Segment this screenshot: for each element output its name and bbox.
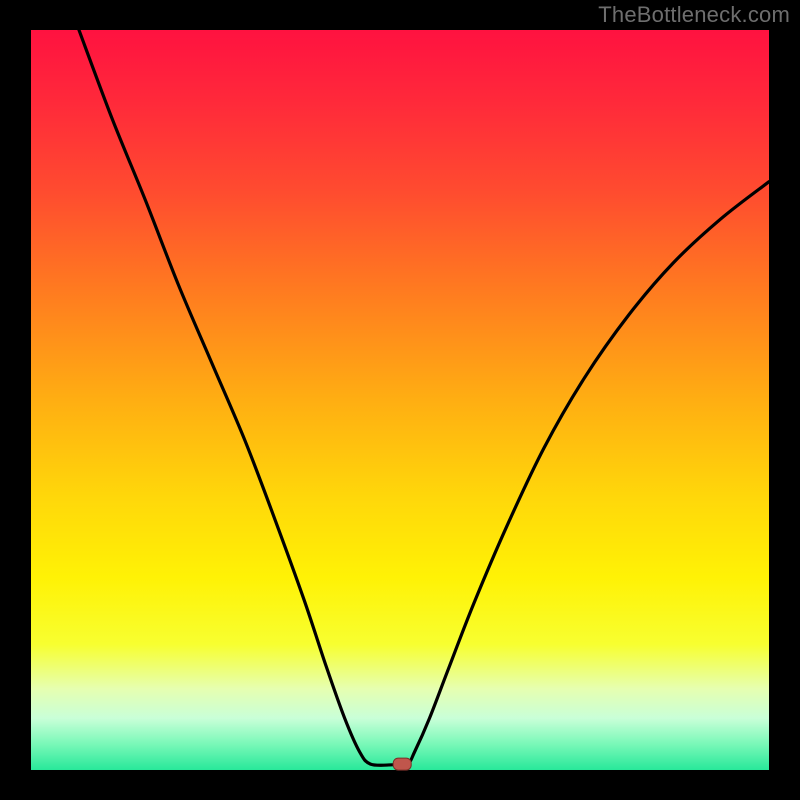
optimal-point-marker — [393, 758, 411, 770]
plot-background-gradient — [31, 30, 769, 770]
bottleneck-chart — [0, 0, 800, 800]
stage: TheBottleneck.com — [0, 0, 800, 800]
watermark-text: TheBottleneck.com — [598, 2, 790, 28]
